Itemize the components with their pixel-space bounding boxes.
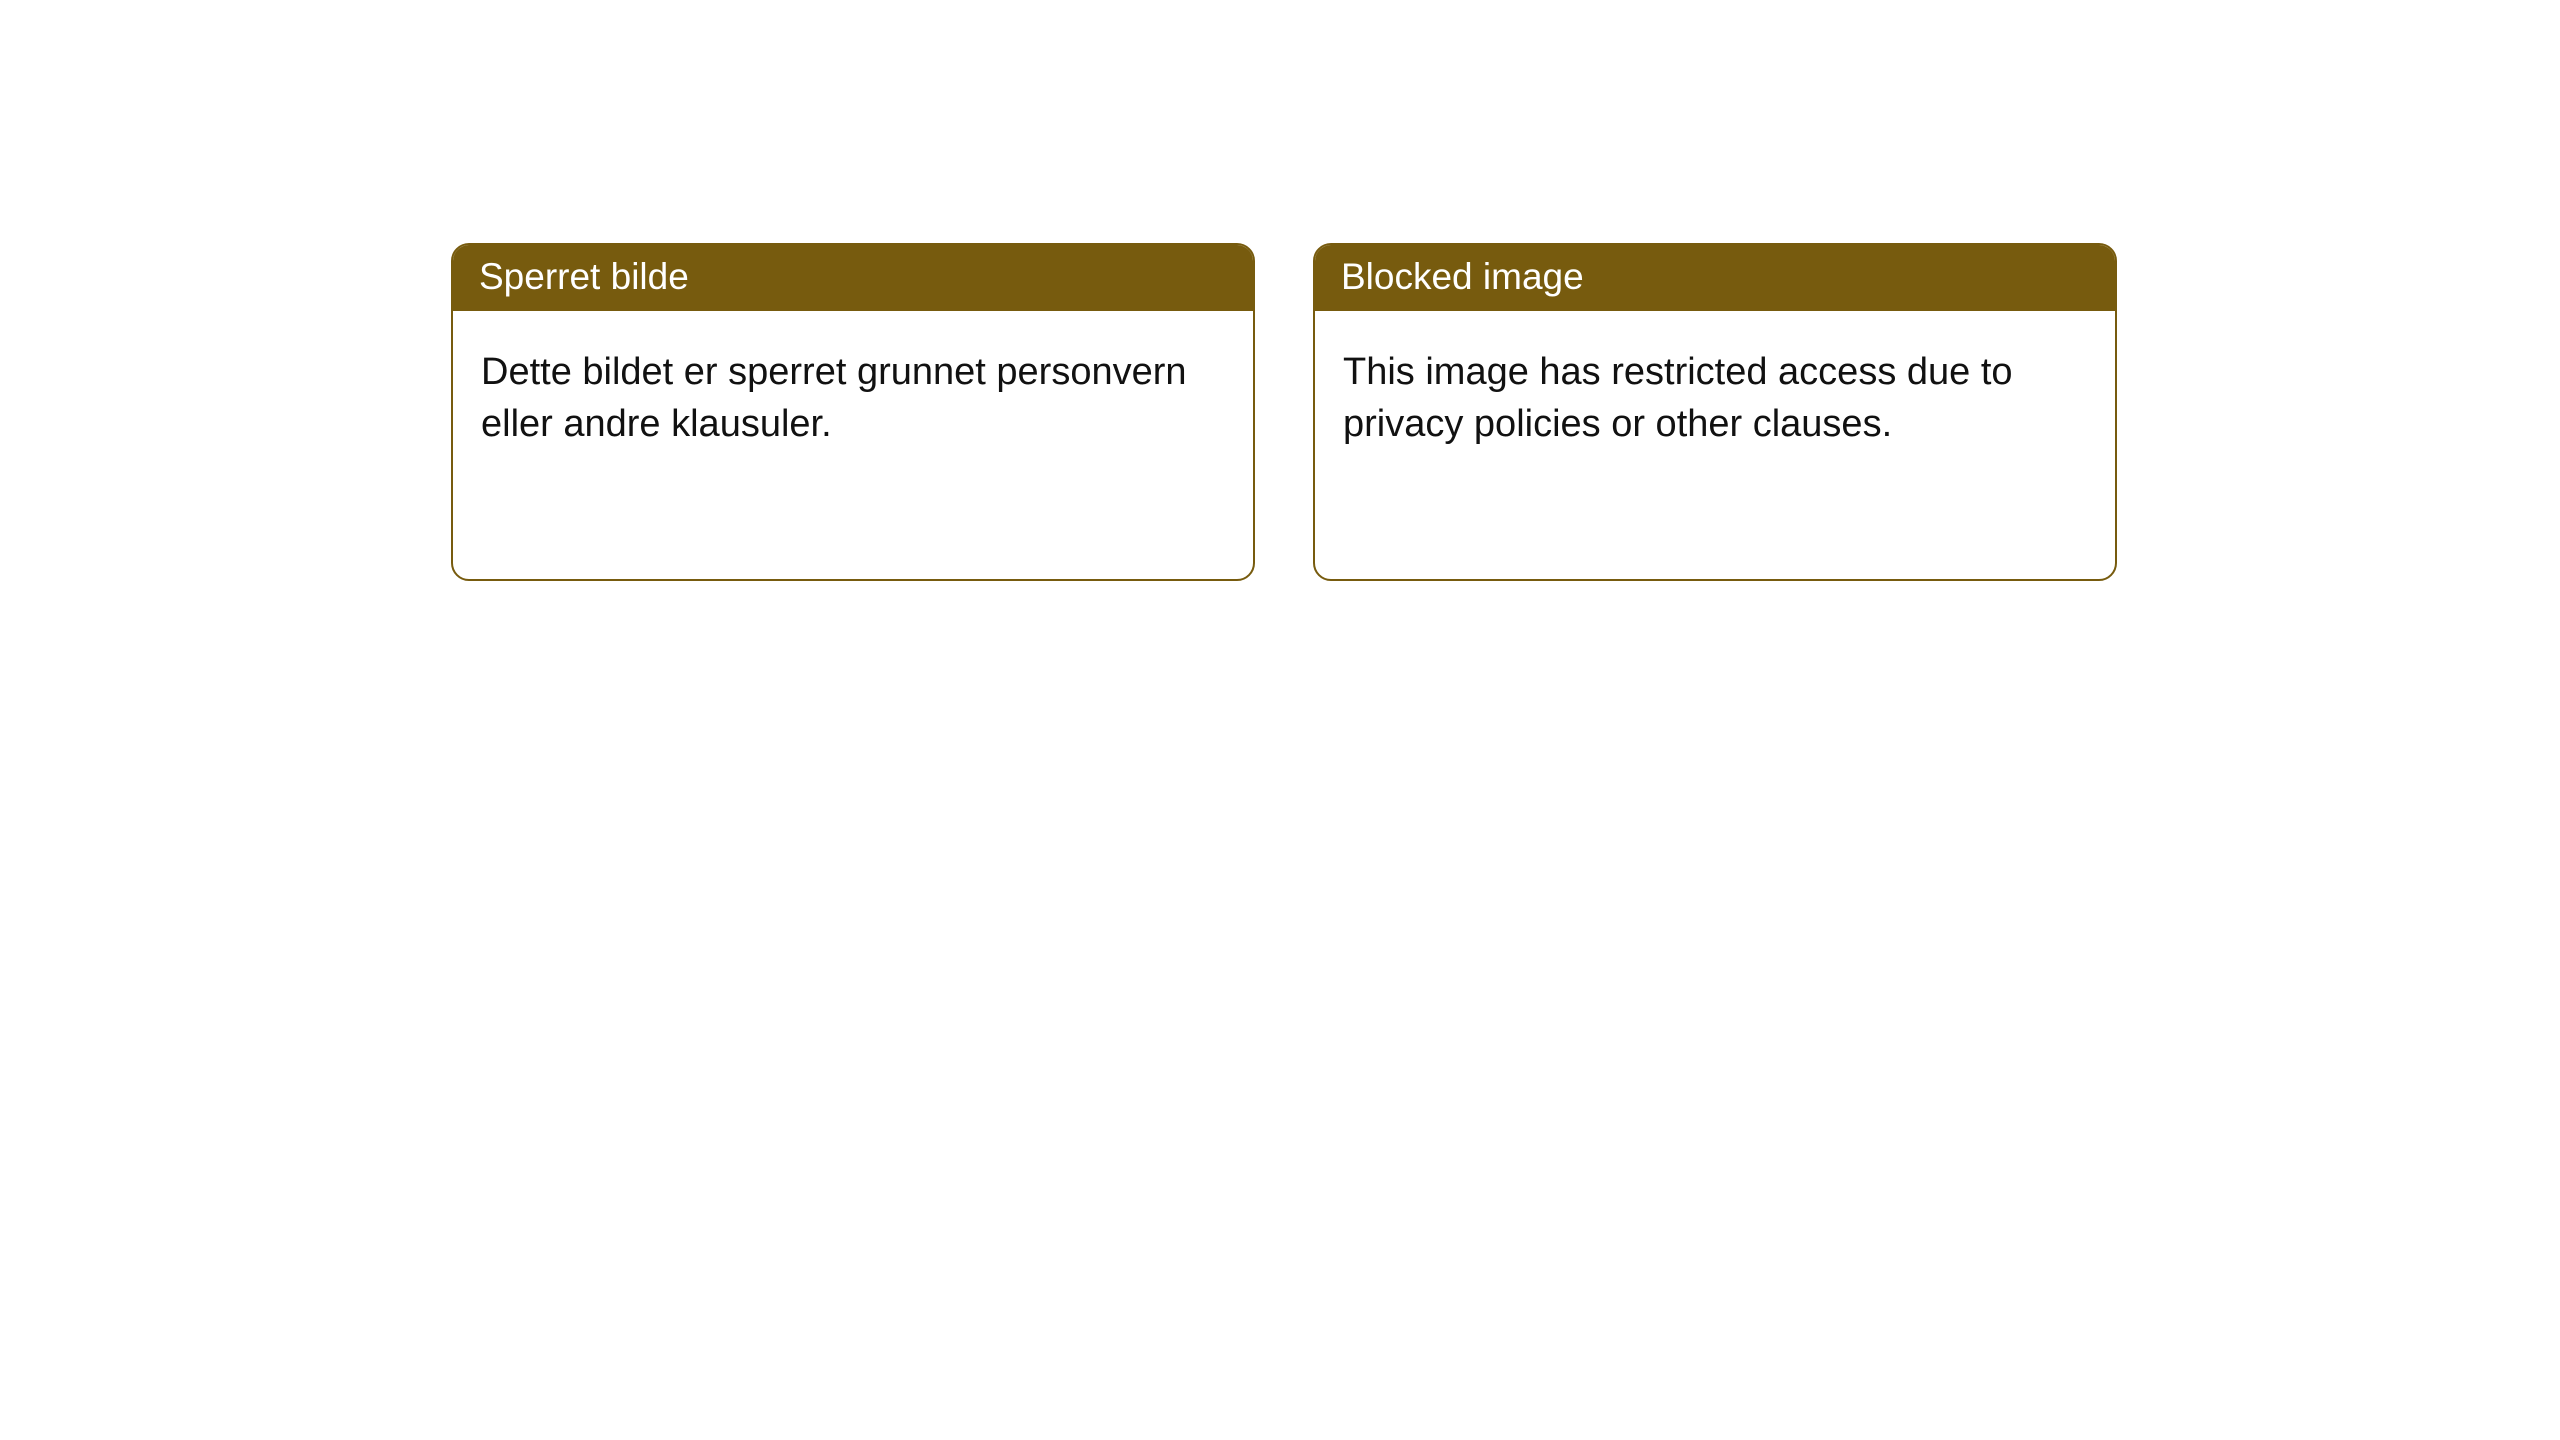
notice-title: Sperret bilde (453, 245, 1253, 311)
notice-container: Sperret bilde Dette bildet er sperret gr… (0, 0, 2560, 581)
notice-card-english: Blocked image This image has restricted … (1313, 243, 2117, 581)
notice-body: Dette bildet er sperret grunnet personve… (453, 311, 1253, 486)
notice-title: Blocked image (1315, 245, 2115, 311)
notice-card-norwegian: Sperret bilde Dette bildet er sperret gr… (451, 243, 1255, 581)
notice-body: This image has restricted access due to … (1315, 311, 2115, 486)
